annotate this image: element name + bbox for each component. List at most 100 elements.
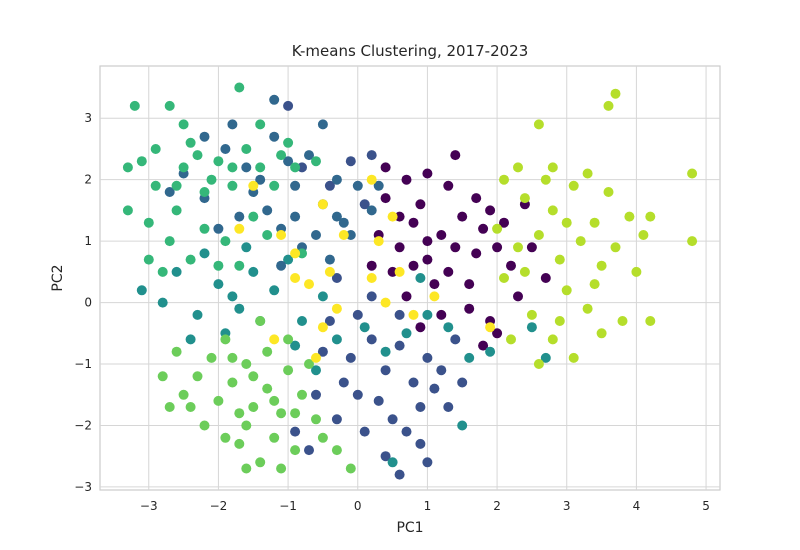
scatter-point [324,254,335,265]
scatter-point [513,162,523,173]
scatter-point [269,285,280,296]
scatter-point [610,88,621,99]
scatter-point [241,144,252,154]
scatter-point [241,162,252,173]
scatter-point [297,162,307,173]
scatter-point [241,463,252,474]
scatter-point [485,322,496,333]
scatter-point [380,365,391,376]
scatter-point [283,365,294,376]
scatter-point [366,334,377,345]
scatter-point [513,242,523,253]
scatter-point [255,119,266,130]
scatter-point [645,316,656,326]
scatter-point [317,322,328,333]
scatter-point [485,205,496,216]
scatter-point [387,266,398,277]
scatter-point [178,119,189,130]
scatter-point [248,266,259,277]
scatter-point [380,297,391,308]
scatter-point [311,414,321,425]
scatter-point [227,180,238,191]
scatter-point [220,236,231,247]
scatter-point [290,340,301,351]
scatter-point [436,309,447,320]
scatter-point [345,230,356,240]
scatter-point [283,254,294,265]
scatter-point [338,230,349,240]
scatter-point [234,438,245,449]
scatter-point [408,260,419,271]
scatter-point [638,230,649,240]
scatter-point [213,223,224,234]
scatter-point [533,230,544,240]
scatter-point [471,248,482,259]
scatter-point [352,389,363,400]
scatter-point [262,230,273,240]
scatter-point [450,150,461,161]
scatter-point [561,285,572,296]
scatter-point [262,383,273,394]
scatter-point [269,180,280,191]
scatter-point [171,205,182,216]
scatter-point [317,119,328,130]
scatter-point [241,242,252,253]
scatter-point [143,254,154,265]
scatter-point [248,180,259,191]
chart-title: K-means Clustering, 2017-2023 [292,42,529,60]
x-tick-label: 5 [702,499,710,513]
scatter-point [450,334,461,345]
scatter-point [241,420,252,431]
scatter-point [401,328,412,339]
scatter-point [408,217,419,228]
scatter-point [331,334,342,345]
scatter-point [345,463,356,474]
scatter-point [213,260,224,271]
scatter-point [220,334,231,345]
scatter-point [603,100,614,111]
scatter-point [324,266,335,277]
scatter-point [192,309,203,320]
scatter-point [429,279,440,290]
scatter-point [185,137,196,148]
scatter-point [380,193,391,204]
scatter-point [220,144,231,154]
scatter-point [206,352,217,363]
scatter-point [526,242,537,253]
scatter-point [499,217,509,228]
scatter-point [241,359,252,369]
scatter-point [290,248,301,259]
scatter-point [269,334,280,345]
scatter-point [234,408,245,419]
scatter-point [394,309,405,320]
scatter-point [185,254,196,265]
scatter-point [401,291,412,302]
scatter-point [213,156,224,167]
scatter-point [422,168,433,179]
scatter-point [464,352,475,363]
scatter-point [304,359,314,369]
scatter-point [122,205,133,216]
y-tick-label: 0 [84,296,92,310]
scatter-point [276,463,287,474]
scatter-point [311,156,321,167]
scatter-point [499,273,509,283]
scatter-point [631,266,642,277]
scatter-point [582,168,593,179]
scatter-point [485,346,496,357]
scatter-point [506,334,516,345]
scatter-point [317,346,328,357]
y-tick-label: −3 [74,480,92,494]
scatter-point [276,150,287,161]
scatter-point [352,180,363,191]
scatter-point [304,445,314,456]
scatter-point [366,273,377,283]
y-tick-label: 3 [84,111,92,125]
scatter-point [436,365,447,376]
scatter-point [359,426,370,437]
x-tick-label: 4 [633,499,641,513]
scatter-point [269,432,280,443]
scatter-point [150,144,161,154]
scatter-point [185,402,196,412]
scatter-point [429,383,440,394]
